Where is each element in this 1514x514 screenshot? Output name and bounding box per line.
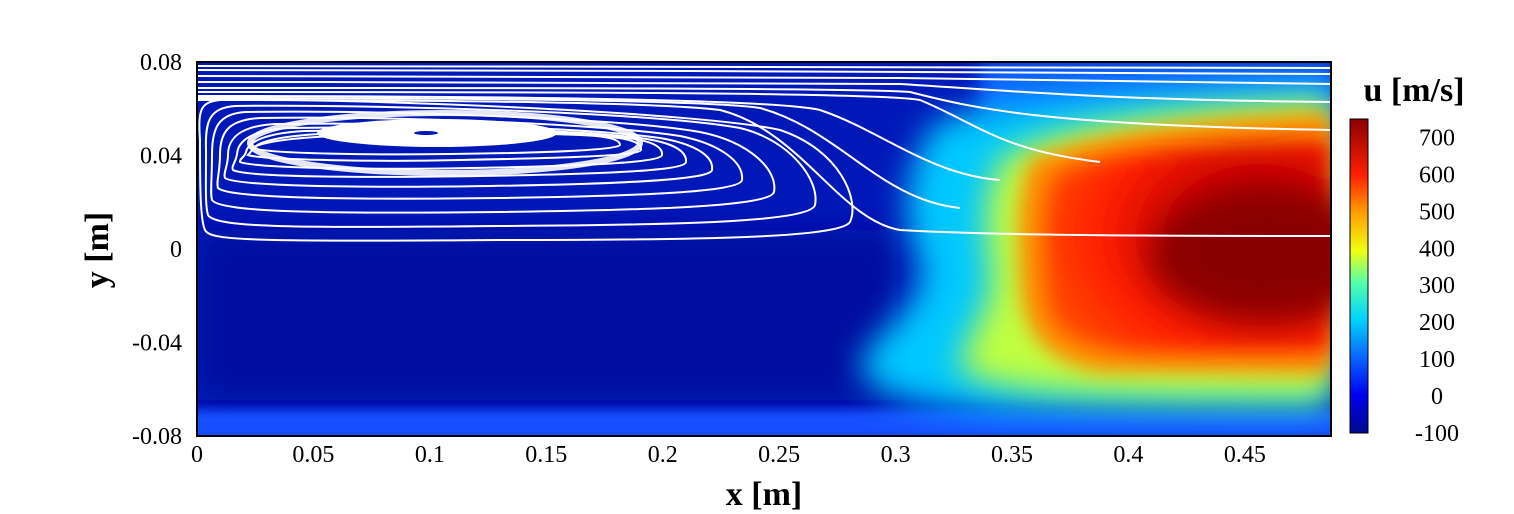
vortex-core-dense <box>247 110 643 176</box>
x-tick-label: 0.15 <box>525 442 567 468</box>
velocity-contour-field <box>197 62 1331 436</box>
y-axis-ticks: 0.08 0.04 0 -0.04 -0.08 <box>132 50 182 450</box>
y-tick-label: -0.08 <box>132 424 182 450</box>
colorbar-tick-label: 200 <box>1419 310 1455 336</box>
colorbar-tick-label: 600 <box>1419 162 1455 188</box>
colorbar-tick-label: 500 <box>1419 199 1455 225</box>
colorbar-tick-label: 100 <box>1419 347 1455 373</box>
x-tick-label: 0.25 <box>758 442 800 468</box>
plot-frame <box>196 61 1332 437</box>
colorbar-title: u [m/s] <box>1363 72 1464 109</box>
colorbar-tick-label: 400 <box>1419 236 1455 262</box>
x-tick-label: 0.45 <box>1224 442 1266 468</box>
vortex-center-point <box>414 131 438 135</box>
colorbar-tick-label: 300 <box>1419 273 1455 299</box>
y-tick-label: -0.04 <box>132 331 182 357</box>
y-tick-label: 0 <box>170 237 182 263</box>
colorbar: u [m/s] 700 600 500 400 300 200 100 0 -100 <box>1349 72 1465 447</box>
x-tick-label: 0.3 <box>881 442 911 468</box>
colorbar-tick-label: -100 <box>1415 421 1459 447</box>
x-axis-title: x [m] <box>726 476 802 513</box>
x-tick-label: 0 <box>191 442 203 468</box>
y-axis-title: y [m] <box>79 212 116 288</box>
x-tick-label: 0.2 <box>648 442 678 468</box>
x-tick-label: 0.05 <box>292 442 334 468</box>
x-axis-ticks: 0 0.05 0.1 0.15 0.2 0.25 0.3 0.35 0.4 0.45 <box>191 442 1266 468</box>
x-tick-label: 0.4 <box>1113 442 1143 468</box>
x-tick-label: 0.1 <box>415 442 445 468</box>
colorbar-tick-label: 0 <box>1431 384 1443 410</box>
x-tick-label: 0.35 <box>991 442 1033 468</box>
y-tick-label: 0.04 <box>140 144 182 170</box>
colorbar-gradient <box>1349 118 1369 434</box>
colorbar-tick-label: 700 <box>1419 125 1455 151</box>
colorbar-ticks: 700 600 500 400 300 200 100 0 -100 <box>1415 125 1459 447</box>
streamlines <box>197 65 1331 242</box>
y-tick-label: 0.08 <box>140 50 182 76</box>
